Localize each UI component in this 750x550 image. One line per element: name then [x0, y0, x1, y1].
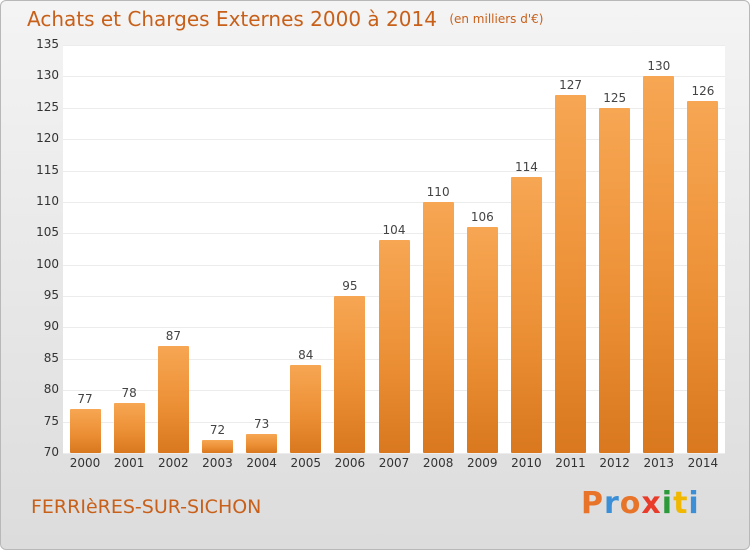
chart-title: Achats et Charges Externes 2000 à 2014 (…: [27, 7, 543, 31]
gridline: [63, 76, 725, 78]
data-label: 110: [426, 184, 450, 199]
plot-area: 77 78 87 72 73 84 95 104 110 106 114 127 125 130 126: [63, 45, 725, 454]
data-label: 84: [298, 348, 314, 363]
gridline: [63, 453, 725, 454]
y-axis: 70 75 80 85 90 95 100 105 110 115 120 125 130 135: [1, 1, 63, 549]
logo-letter: P: [581, 486, 604, 521]
x-tick-label: 2008: [422, 456, 454, 470]
y-tick-label: 75: [43, 413, 59, 428]
y-tick-label: 100: [36, 256, 59, 271]
gridline: [63, 201, 725, 203]
y-tick-label: 130: [36, 68, 59, 83]
data-label: 87: [165, 329, 181, 344]
chart-title-text: Achats et Charges Externes 2000 à 2014: [27, 7, 437, 31]
data-label: 127: [559, 78, 582, 93]
x-tick-label: 2009: [466, 456, 498, 470]
bar: [687, 101, 719, 453]
data-label: 78: [121, 385, 137, 400]
x-tick-label: 2014: [687, 456, 719, 470]
logo-letter: t: [673, 486, 689, 521]
bar: [599, 107, 631, 453]
logo-letter: x: [641, 486, 662, 521]
proxiti-logo: Proxiti: [581, 486, 700, 521]
data-label: 125: [603, 90, 627, 105]
x-tick-label: 2011: [555, 456, 586, 470]
bar: [643, 76, 675, 453]
y-tick-label: 115: [36, 162, 59, 177]
bar: [290, 365, 322, 453]
gridline: [63, 170, 725, 172]
y-tick-label: 80: [43, 382, 59, 397]
bar: [69, 409, 101, 453]
bar: [422, 201, 454, 453]
x-tick-label: 2004: [246, 456, 277, 470]
bar: [201, 440, 233, 453]
bar: [378, 239, 410, 453]
data-label: 126: [691, 84, 715, 99]
bar: [510, 176, 542, 453]
y-tick-label: 90: [43, 319, 59, 334]
bar: [466, 227, 498, 453]
city-name: FERRIèRES-SUR-SICHON: [31, 496, 262, 518]
bar: [555, 95, 587, 453]
gridline: [63, 139, 725, 141]
data-label: 104: [382, 222, 406, 237]
logo-letter: i: [661, 486, 674, 521]
bar: [246, 434, 278, 453]
x-tick-label: 2007: [378, 456, 410, 470]
gridline: [63, 233, 725, 235]
logo-letter: i: [688, 486, 700, 521]
x-tick-label: 2006: [334, 456, 366, 470]
x-tick-label: 2012: [599, 456, 630, 470]
data-label: 130: [647, 59, 671, 74]
y-tick-label: 135: [36, 37, 59, 51]
logo-letter: r: [604, 486, 620, 521]
y-tick-label: 105: [36, 225, 59, 240]
x-tick-label: 2003: [202, 456, 233, 470]
gridline: [63, 107, 725, 109]
y-tick-label: 95: [43, 288, 59, 303]
data-label: 95: [342, 279, 358, 294]
x-tick-label: 2005: [290, 456, 321, 470]
x-tick-label: 2002: [158, 456, 189, 470]
x-tick-label: 2010: [511, 456, 542, 470]
x-tick-label: 2013: [643, 456, 675, 470]
y-tick-label: 85: [43, 350, 59, 365]
data-label: 106: [470, 210, 494, 225]
logo-letter: o: [619, 486, 642, 521]
data-label: 72: [209, 423, 226, 438]
y-tick-label: 125: [36, 99, 59, 114]
data-label: 73: [253, 417, 270, 432]
bar: [157, 346, 189, 453]
y-tick-label: 120: [36, 131, 59, 146]
x-tick-label: 2001: [113, 456, 145, 470]
data-label: 114: [514, 159, 538, 174]
y-tick-label: 70: [43, 445, 59, 459]
chart-unit: (en milliers d'€): [449, 12, 544, 26]
y-tick-label: 110: [36, 193, 59, 208]
data-label: 77: [77, 392, 93, 407]
bar: [113, 402, 145, 453]
x-tick-label: 2000: [69, 456, 101, 470]
gridline: [63, 45, 725, 46]
bar: [334, 296, 366, 453]
